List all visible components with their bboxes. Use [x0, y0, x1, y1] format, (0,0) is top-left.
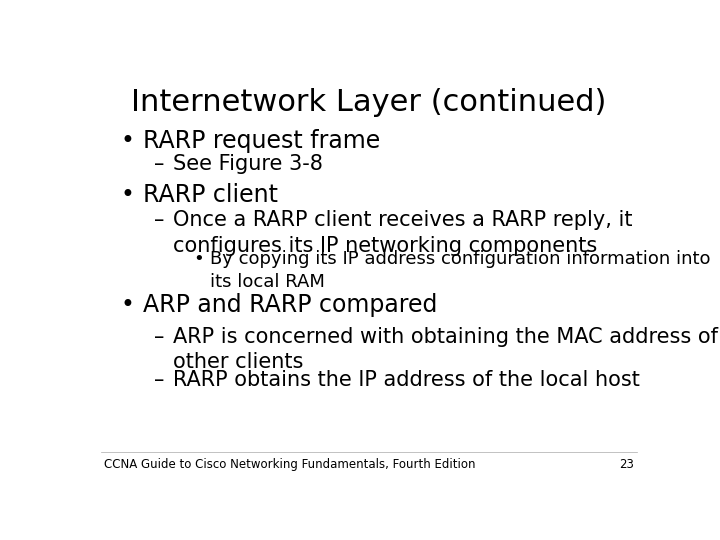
Text: •: •	[121, 183, 135, 207]
Text: CCNA Guide to Cisco Networking Fundamentals, Fourth Edition: CCNA Guide to Cisco Networking Fundament…	[104, 458, 475, 471]
Text: •: •	[121, 129, 135, 153]
Text: RARP obtains the IP address of the local host: RARP obtains the IP address of the local…	[173, 370, 639, 390]
Text: Internetwork Layer (continued): Internetwork Layer (continued)	[131, 87, 607, 117]
Text: ARP and RARP compared: ARP and RARP compared	[143, 294, 437, 318]
Text: •: •	[121, 294, 135, 318]
Text: –: –	[154, 370, 165, 390]
Text: See Figure 3-8: See Figure 3-8	[173, 154, 323, 174]
Text: RARP request frame: RARP request frame	[143, 129, 380, 153]
Text: •: •	[193, 250, 204, 268]
Text: RARP client: RARP client	[143, 183, 278, 207]
Text: By copying its IP address configuration information into
its local RAM: By copying its IP address configuration …	[210, 250, 711, 291]
Text: –: –	[154, 154, 165, 174]
Text: –: –	[154, 327, 165, 347]
Text: 23: 23	[619, 458, 634, 471]
Text: ARP is concerned with obtaining the MAC address of
other clients: ARP is concerned with obtaining the MAC …	[173, 327, 718, 373]
Text: Once a RARP client receives a RARP reply, it
configures its IP networking compon: Once a RARP client receives a RARP reply…	[173, 210, 632, 256]
Text: –: –	[154, 210, 165, 231]
